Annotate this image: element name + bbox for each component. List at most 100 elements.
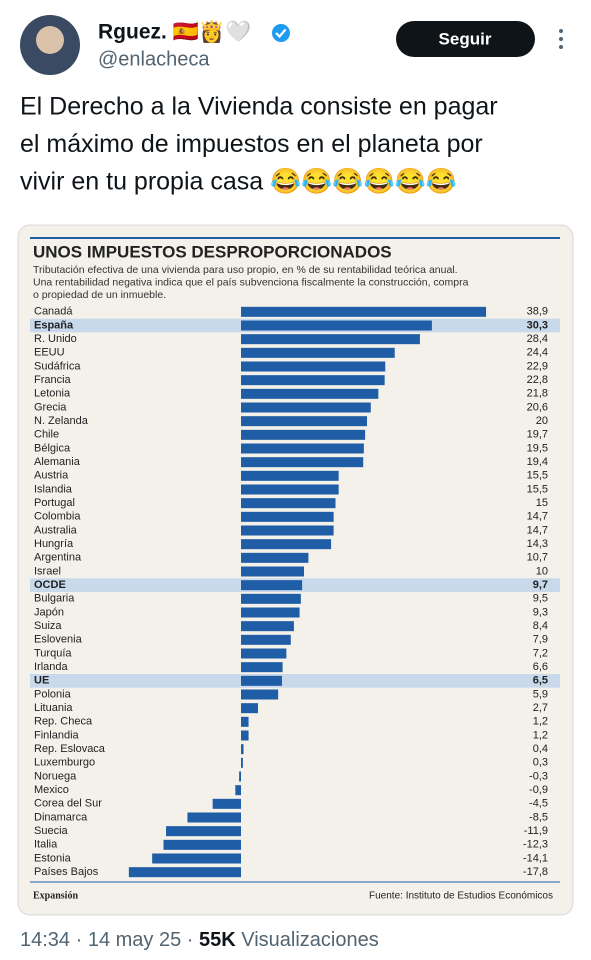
category-label: Bulgaria xyxy=(34,593,75,605)
value-label: -8,5 xyxy=(529,811,548,823)
bar xyxy=(239,771,241,782)
bar xyxy=(241,470,339,481)
value-label: 6,5 xyxy=(533,675,548,687)
bar xyxy=(241,511,334,522)
bar xyxy=(241,552,309,563)
category-label: EEUU xyxy=(34,347,65,359)
bar xyxy=(241,593,301,604)
bar xyxy=(241,498,336,509)
author-name: Rguez. 🇪🇸👸🤍 xyxy=(98,19,252,44)
category-label: Corea del Sur xyxy=(34,798,102,810)
value-label: 24,4 xyxy=(527,347,548,359)
bar xyxy=(241,525,334,536)
category-label: Eslovenia xyxy=(34,634,83,646)
category-label: Colombia xyxy=(34,511,81,523)
value-label: 1,2 xyxy=(533,716,548,728)
author-handle: @enlacheca xyxy=(98,48,210,70)
follow-label[interactable]: Seguir xyxy=(439,29,492,48)
value-label: 6,6 xyxy=(533,661,548,673)
category-label: Israel xyxy=(34,565,61,577)
category-label: Hungría xyxy=(34,538,74,550)
category-label: Turquía xyxy=(34,647,72,659)
value-label: 0,4 xyxy=(533,743,548,755)
more-menu[interactable] xyxy=(559,29,563,49)
views-count: 55K xyxy=(199,929,236,951)
value-label: 14,7 xyxy=(527,524,548,536)
value-label: 15 xyxy=(536,497,548,509)
category-label: Mexico xyxy=(34,784,69,796)
bar xyxy=(241,621,294,632)
value-label: 22,9 xyxy=(527,360,548,372)
bar xyxy=(241,306,487,317)
bar xyxy=(241,347,395,358)
bar xyxy=(241,484,339,495)
value-label: 9,5 xyxy=(533,593,548,605)
value-label: 10 xyxy=(536,565,548,577)
highlight-band xyxy=(30,674,560,688)
category-label: Japón xyxy=(34,606,64,618)
bar xyxy=(241,375,385,386)
avatar-face xyxy=(36,26,64,54)
bar xyxy=(241,730,249,741)
category-label: Canadá xyxy=(34,306,73,318)
category-label: Irlanda xyxy=(34,661,69,673)
category-label: OCDE xyxy=(34,579,66,591)
value-label: 8,4 xyxy=(533,620,548,632)
category-label: Letonia xyxy=(34,388,71,400)
value-label: 19,4 xyxy=(527,456,548,468)
value-label: 7,9 xyxy=(533,634,548,646)
bar xyxy=(241,634,291,645)
category-label: Suiza xyxy=(34,620,62,632)
verified-badge xyxy=(272,24,290,42)
source: Fuente: Instituto de Estudios Económicos xyxy=(369,891,553,902)
bar xyxy=(152,853,241,864)
category-label: Lituania xyxy=(34,702,73,714)
value-label: 14,7 xyxy=(527,511,548,523)
value-label: -14,1 xyxy=(523,852,548,864)
bar xyxy=(128,867,241,878)
value-label: 22,8 xyxy=(527,374,548,386)
value-label: 7,2 xyxy=(533,647,548,659)
value-label: 14,3 xyxy=(527,538,548,550)
category-label: Polonia xyxy=(34,688,72,700)
bar xyxy=(241,744,244,755)
value-label: 9,7 xyxy=(533,579,548,591)
category-label: Grecia xyxy=(34,401,67,413)
category-label: Países Bajos xyxy=(34,866,99,878)
time: 14:34 · 14 may 25 · xyxy=(20,929,199,951)
value-label: -0,3 xyxy=(529,770,548,782)
bar xyxy=(241,716,249,727)
category-label: Alemania xyxy=(34,456,81,468)
value-label: 15,5 xyxy=(527,470,548,482)
value-label: 28,4 xyxy=(527,333,548,345)
category-label: Islandia xyxy=(34,483,73,495)
category-label: Australia xyxy=(34,524,78,536)
bar xyxy=(241,402,371,413)
bar xyxy=(241,703,259,714)
category-label: Francia xyxy=(34,374,72,386)
category-label: Noruega xyxy=(34,770,77,782)
category-label: Rep. Checa xyxy=(34,716,93,728)
category-label: Italia xyxy=(34,839,58,851)
value-label: 1,2 xyxy=(533,729,548,741)
category-label: Suecia xyxy=(34,825,69,837)
value-label: -11,9 xyxy=(524,825,548,837)
follow-button[interactable] xyxy=(396,21,535,57)
value-label: 21,8 xyxy=(527,388,548,400)
value-label: 30,3 xyxy=(527,319,548,331)
bar xyxy=(187,812,241,823)
category-label: Luxemburgo xyxy=(34,757,95,769)
value-label: 2,7 xyxy=(533,702,548,714)
bar xyxy=(241,334,420,345)
timestamp: 14:34 · 14 may 25 · 55K Visualizaciones xyxy=(20,929,379,951)
value-label: 9,3 xyxy=(533,606,548,618)
bar xyxy=(241,689,279,700)
value-label: 19,5 xyxy=(527,442,548,454)
chart-subtitle: Tributación efectiva de una vivienda par… xyxy=(33,264,458,276)
bar xyxy=(241,443,364,454)
bar xyxy=(241,429,366,440)
bar xyxy=(241,675,282,686)
category-label: Austria xyxy=(34,470,69,482)
value-label: 19,7 xyxy=(527,429,548,441)
bar xyxy=(163,839,241,850)
